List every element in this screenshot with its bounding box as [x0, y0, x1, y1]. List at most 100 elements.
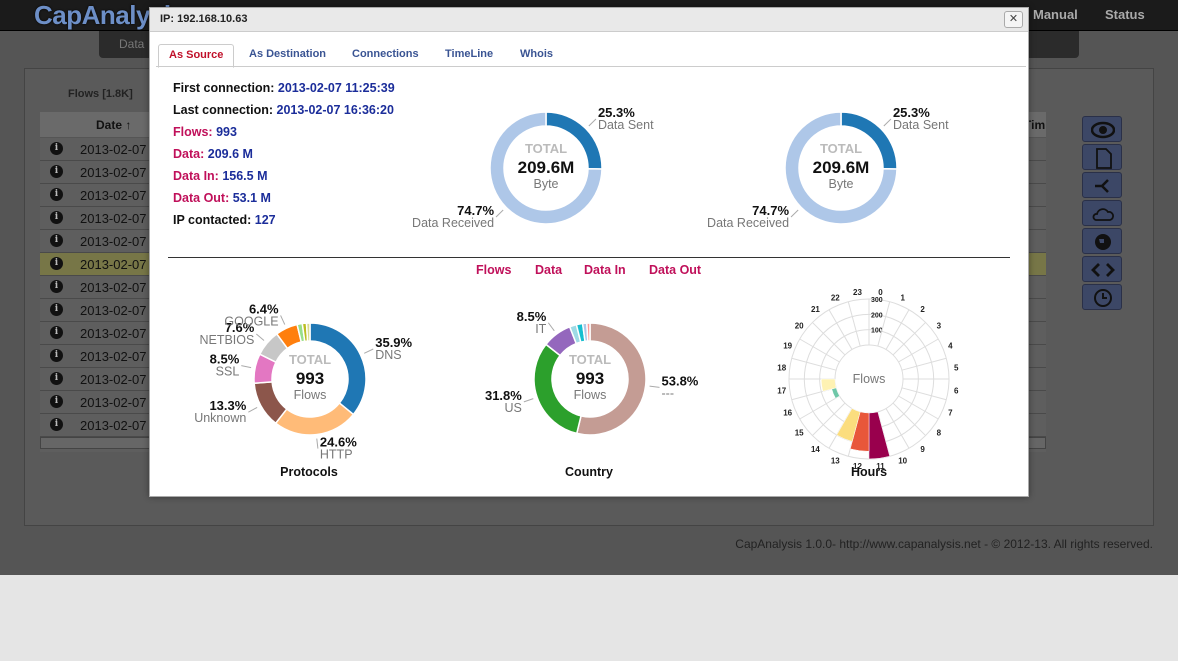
info-icon[interactable]: i — [50, 234, 63, 247]
radial-tick-label: 200 — [871, 312, 883, 319]
hour-bar-13[interactable] — [836, 408, 861, 442]
slice-percent-label: 8.5% — [210, 352, 240, 367]
hour-tick-label: 3 — [937, 321, 942, 330]
angular-gridline — [892, 402, 926, 436]
tab-whois[interactable]: Whois — [520, 48, 553, 60]
side-toolbar — [1082, 116, 1122, 312]
tab-connections[interactable]: Connections — [352, 48, 419, 60]
metric-data-in-link[interactable]: Data In — [584, 263, 626, 277]
cloud-icon — [1092, 208, 1114, 221]
center-total-value: 209.6M — [518, 158, 575, 177]
time-column-header[interactable]: Tim — [1024, 118, 1046, 132]
slice-percent-label: 24.6% — [320, 435, 357, 450]
metric-data-out-link[interactable]: Data Out — [649, 263, 702, 277]
row-date: 2013-02-07 — [80, 257, 147, 272]
share-icon — [1095, 179, 1109, 193]
metric-flows-link[interactable]: Flows — [476, 263, 512, 277]
cloud-button[interactable] — [1082, 200, 1122, 226]
row-date: 2013-02-07 — [80, 395, 147, 410]
row-date: 2013-02-07 — [80, 280, 147, 295]
subnav-data-tab[interactable]: Data — [119, 37, 145, 51]
hour-tick-label: 10 — [898, 456, 907, 465]
slice-name-label: US — [504, 401, 521, 415]
ip-details-dialog: IP: 192.168.10.63 ✕ As Source As Destina… — [149, 7, 1029, 497]
slice-data-received[interactable] — [784, 111, 898, 225]
hour-tick-label: 9 — [920, 445, 925, 454]
hour-tick-label: 12 — [853, 462, 862, 471]
tab-as-source[interactable]: As Source — [158, 44, 235, 68]
radial-tick-label: 100 — [871, 328, 883, 335]
info-icon[interactable]: i — [50, 395, 63, 408]
hour-tick-label: 19 — [783, 341, 792, 350]
hour-tick-label: 4 — [948, 341, 953, 350]
info-icon[interactable]: i — [50, 142, 63, 155]
hour-tick-label: 2 — [920, 305, 925, 314]
share-button[interactable] — [1082, 172, 1122, 198]
hour-tick-label: 22 — [831, 294, 840, 303]
tab-underline — [156, 66, 1026, 67]
info-icon[interactable]: i — [50, 257, 63, 270]
info-icon[interactable]: i — [50, 372, 63, 385]
hour-tick-label: 23 — [853, 288, 862, 297]
info-icon[interactable]: i — [50, 326, 63, 339]
hour-tick-label: 17 — [777, 386, 786, 395]
hour-bar-17[interactable] — [820, 378, 837, 392]
slice-http[interactable] — [274, 401, 355, 436]
info-icon[interactable]: i — [50, 165, 63, 178]
nav-manual-link[interactable]: Manual — [1033, 7, 1078, 22]
tab-as-destination[interactable]: As Destination — [249, 48, 327, 60]
info-icon[interactable]: i — [50, 188, 63, 201]
angular-gridline — [791, 357, 837, 371]
info-label: First connection: — [173, 81, 275, 95]
info-icon[interactable]: i — [50, 349, 63, 362]
info-label: IP contacted: — [173, 213, 252, 227]
slice-percent-label: 74.7% — [752, 203, 789, 218]
slice-percent-label: 25.3% — [893, 105, 930, 120]
document-button[interactable] — [1082, 144, 1122, 170]
info-label: Data: — [173, 147, 205, 161]
hour-bar-11[interactable] — [868, 411, 891, 460]
info-icon[interactable]: i — [50, 211, 63, 224]
clock-button[interactable] — [1082, 284, 1122, 310]
tab-timeline[interactable]: TimeLine — [445, 48, 494, 60]
row-date: 2013-02-07 — [80, 165, 147, 180]
date-column-header[interactable]: Date ↑ — [96, 118, 132, 132]
info-icon[interactable]: i — [50, 280, 63, 293]
slice-name-label: DNS — [375, 348, 401, 362]
row-date: 2013-02-07 — [80, 303, 147, 318]
slice-percent-label: 25.3% — [598, 105, 635, 120]
metric-data-link[interactable]: Data — [535, 263, 563, 277]
slice-percent-label: 7.6% — [225, 320, 255, 335]
info-label: Data Out: — [173, 191, 230, 205]
slice-minor-8[interactable] — [305, 322, 311, 342]
data-sent-received-donut-2: 25.3%Data Sent 74.7%Data Received TOTAL 209… — [707, 105, 949, 230]
info-label: Last connection: — [173, 103, 274, 117]
hour-tick-label: 6 — [954, 386, 959, 395]
close-icon[interactable]: ✕ — [1004, 11, 1023, 28]
protocols-title: Protocols — [280, 465, 338, 479]
slice-name-label: Data Sent — [598, 118, 654, 132]
slice-data-received[interactable] — [489, 111, 603, 225]
center-total-value: 209.6M — [813, 158, 870, 177]
eye-button[interactable] — [1082, 116, 1122, 142]
info-value: 156.5 M — [222, 169, 268, 183]
slice--[interactable] — [575, 322, 647, 436]
code-button[interactable] — [1082, 256, 1122, 282]
slice-minor-6[interactable] — [586, 322, 591, 342]
flows-tab[interactable]: Flows [1.8K] — [68, 88, 133, 100]
hour-tick-label: 21 — [811, 305, 820, 314]
angular-gridline — [901, 387, 947, 401]
dialog-tabs: As Source As Destination Connections Tim… — [156, 42, 1028, 68]
info-row: IP contacted: 127 — [173, 213, 395, 235]
globe-button[interactable] — [1082, 228, 1122, 254]
info-value: 2013-02-07 11:25:39 — [277, 81, 395, 95]
info-value: 2013-02-07 16:36:20 — [276, 103, 394, 117]
center-total-label: TOTAL — [820, 141, 862, 156]
info-icon[interactable]: i — [50, 303, 63, 316]
hour-tick-label: 18 — [777, 364, 786, 373]
nav-status-link[interactable]: Status — [1105, 7, 1145, 22]
center-total-label: TOTAL — [289, 352, 331, 367]
center-total-unit: Flows — [294, 388, 327, 402]
info-icon[interactable]: i — [50, 418, 63, 431]
